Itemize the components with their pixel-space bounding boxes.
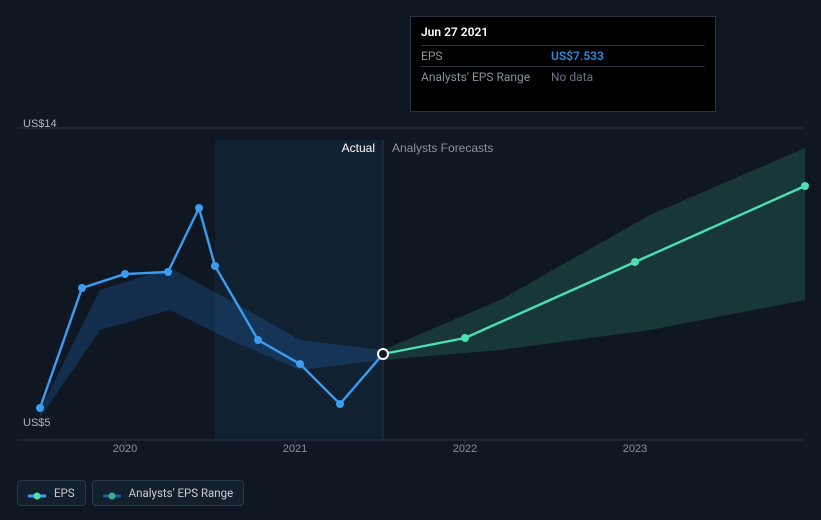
legend-label: EPS (54, 486, 75, 500)
legend-swatch (103, 489, 121, 497)
legend-item-eps-range[interactable]: Analysts' EPS Range (92, 480, 245, 506)
svg-text:2020: 2020 (113, 443, 137, 455)
svg-text:US$14: US$14 (23, 118, 57, 130)
svg-text:Actual: Actual (342, 141, 375, 155)
svg-text:Analysts Forecasts: Analysts Forecasts (392, 141, 493, 155)
svg-text:2021: 2021 (283, 443, 307, 455)
legend-swatch (28, 489, 46, 497)
tooltip-row-value: US$7.533 (551, 49, 604, 63)
tooltip-row-value: No data (551, 70, 593, 84)
tooltip-row-label: Analysts' EPS Range (421, 70, 551, 84)
legend-label: Analysts' EPS Range (129, 486, 234, 500)
legend-item-eps[interactable]: EPS (17, 480, 86, 506)
tooltip-rows: EPSUS$7.533Analysts' EPS RangeNo data (421, 45, 705, 87)
chart-tooltip: Jun 27 2021 EPSUS$7.533Analysts' EPS Ran… (410, 16, 716, 112)
tooltip-date: Jun 27 2021 (421, 25, 705, 39)
svg-text:US$5: US$5 (23, 417, 51, 429)
chart-legend: EPS Analysts' EPS Range (17, 480, 244, 506)
svg-text:2023: 2023 (623, 443, 647, 455)
tooltip-row-label: EPS (421, 49, 551, 63)
svg-text:2022: 2022 (453, 443, 477, 455)
tooltip-row: EPSUS$7.533 (421, 45, 705, 66)
tooltip-row: Analysts' EPS RangeNo data (421, 66, 705, 87)
